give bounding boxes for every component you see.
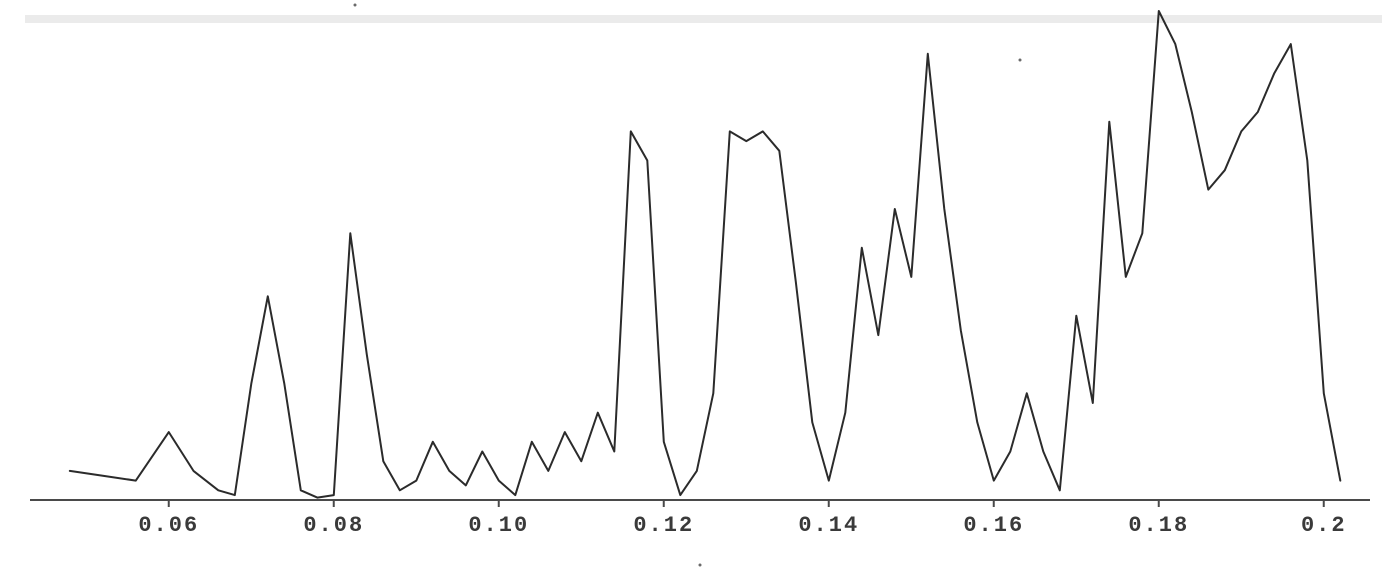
x-tick-label: 0.18 — [1128, 513, 1189, 538]
x-tick-label: 0.16 — [963, 513, 1024, 538]
x-tick-label: 0.08 — [303, 513, 364, 538]
scan-noise-dot — [699, 564, 702, 567]
chart-canvas: 0.06 0.08 0.10 0.12 0.14 0.16 0.18 0.2 — [0, 0, 1382, 584]
top-gridline — [25, 15, 1382, 23]
chart-background — [0, 0, 1382, 584]
scan-noise-dot — [354, 4, 357, 7]
x-tick-label: 0.2 — [1301, 513, 1347, 538]
x-tick-label: 0.10 — [468, 513, 529, 538]
line-chart: 0.06 0.08 0.10 0.12 0.14 0.16 0.18 0.2 — [0, 0, 1382, 584]
scan-noise-dot — [1019, 59, 1022, 62]
x-tick-label: 0.12 — [633, 513, 694, 538]
x-tick-label: 0.06 — [138, 513, 199, 538]
x-tick-label: 0.14 — [798, 513, 859, 538]
